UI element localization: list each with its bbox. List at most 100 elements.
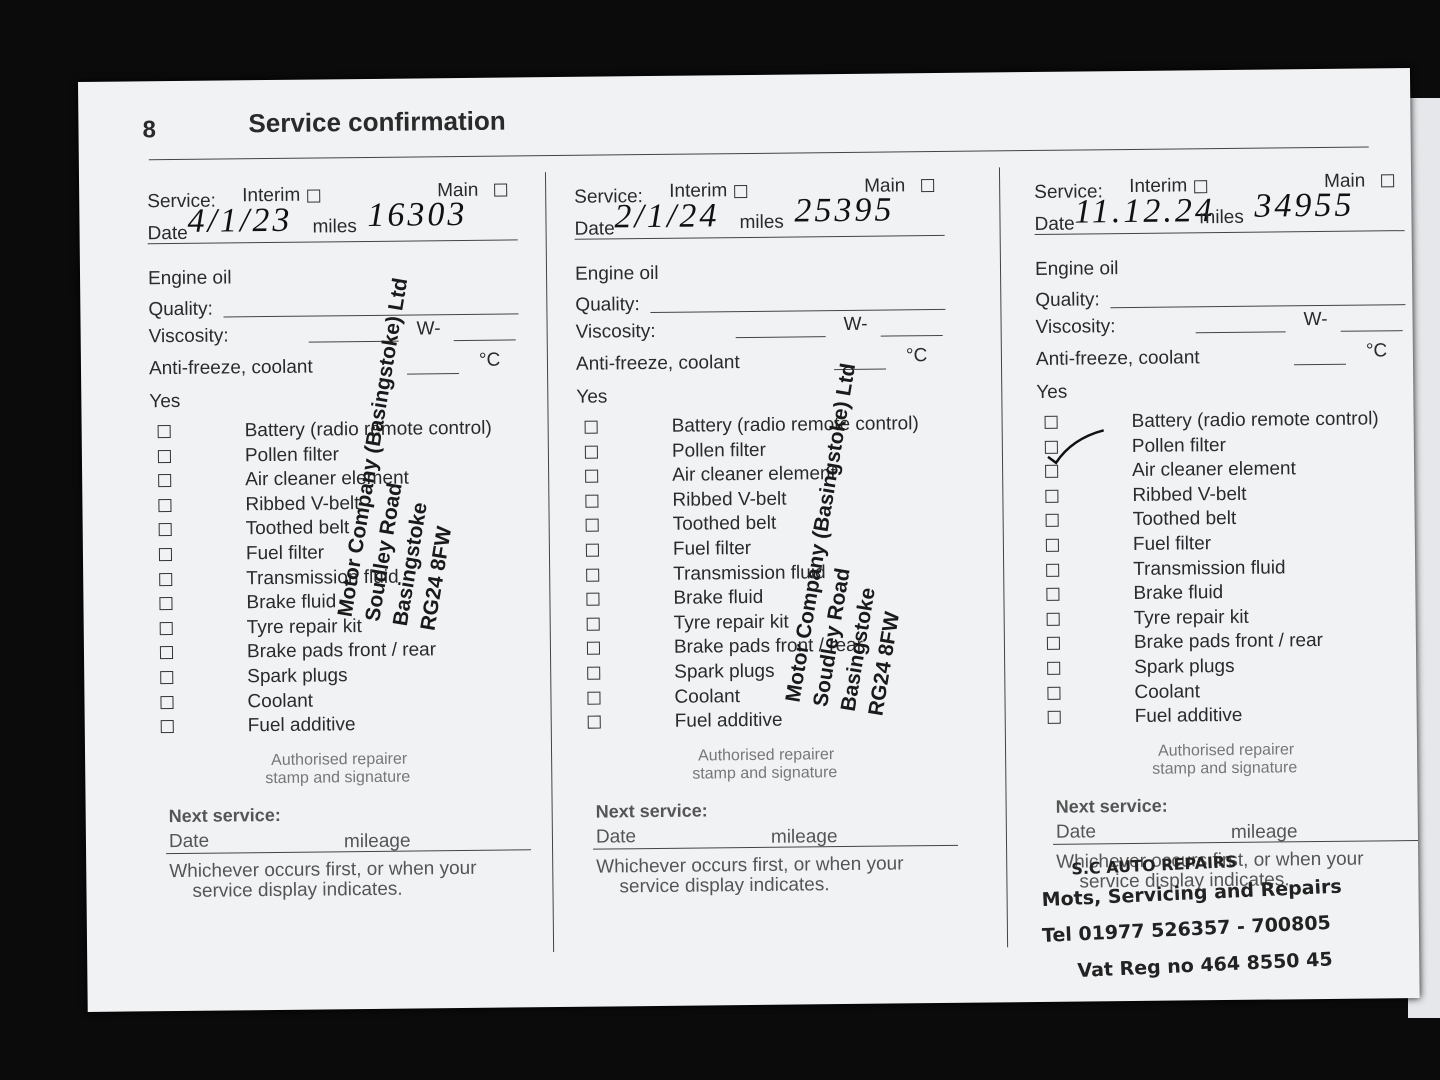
miles-value: 16303 bbox=[367, 195, 468, 234]
miles-value: 25395 bbox=[794, 191, 895, 230]
interim-box bbox=[734, 184, 748, 199]
date-value: 2/1/24 bbox=[614, 197, 720, 236]
main-box bbox=[1381, 174, 1395, 188]
check-box bbox=[585, 494, 599, 508]
checklist-item: Fuel additive bbox=[674, 709, 783, 732]
checklist-item: Tyre repair kit bbox=[1133, 606, 1249, 629]
celsius-label: °C bbox=[1365, 340, 1388, 362]
check-box bbox=[586, 641, 601, 656]
miles-value: 34955 bbox=[1254, 186, 1355, 225]
quality-rule bbox=[650, 308, 946, 314]
check-box bbox=[1046, 563, 1060, 577]
check-box bbox=[1045, 464, 1059, 479]
checklist-item: Battery (radio remote control) bbox=[1131, 408, 1379, 432]
w-label: W- bbox=[1303, 308, 1328, 331]
checklist-item: Coolant bbox=[674, 685, 741, 708]
checklist-item: Coolant bbox=[247, 690, 314, 712]
authorised-label: Authorised repairer bbox=[698, 746, 835, 765]
repairer-stamp: Motor Company (Basingstoke) Ltd Soudley R… bbox=[332, 276, 499, 633]
miles-label: miles bbox=[739, 211, 784, 234]
next-service-label: Next service: bbox=[1055, 795, 1168, 817]
check-box bbox=[1046, 587, 1060, 602]
check-box bbox=[585, 469, 599, 483]
date-label: Date bbox=[147, 222, 188, 245]
stamp-signature-label: stamp and signature bbox=[692, 764, 838, 783]
checklist-item: Pollen filter bbox=[244, 443, 340, 466]
antifreeze-label: Anti-freeze, coolant bbox=[148, 356, 313, 380]
checklist-item: Ribbed V-belt bbox=[1132, 483, 1247, 506]
checklist-item: Pollen filter bbox=[671, 439, 767, 462]
quality-label: Quality: bbox=[148, 298, 213, 321]
checklist-item: Tyre repair kit bbox=[673, 611, 789, 634]
checklist-item: Spark plugs bbox=[1134, 655, 1235, 678]
checklist-item: Tyre repair kit bbox=[246, 615, 362, 639]
stamp-signature-label: stamp and signature bbox=[1152, 759, 1298, 778]
booklet-page: 8 Service confirmation Service: Interim Ma… bbox=[78, 68, 1420, 1012]
checklist-item: Fuel additive bbox=[1134, 705, 1243, 728]
miles-label: miles bbox=[1199, 206, 1244, 229]
checklist-item: Fuel filter bbox=[245, 542, 325, 565]
column-divider bbox=[544, 172, 555, 953]
w-rule bbox=[1340, 330, 1403, 332]
stamp-signature-label: stamp and signature bbox=[265, 768, 411, 788]
check-box bbox=[585, 518, 599, 533]
yes-label: Yes bbox=[1036, 381, 1068, 403]
w-rule bbox=[880, 334, 943, 337]
checklist-item: Toothed belt bbox=[245, 517, 350, 540]
engine-oil-label: Engine oil bbox=[574, 262, 659, 285]
check-box bbox=[1047, 710, 1061, 725]
check-box bbox=[1046, 612, 1060, 626]
next-date-label: Date bbox=[168, 830, 210, 853]
note-line: service display indicates. bbox=[619, 874, 830, 898]
stamp-line: Vat Reg no 464 8550 45 bbox=[1076, 948, 1334, 983]
checklist-item: Transmission fluid bbox=[1133, 556, 1286, 580]
page-number: 8 bbox=[142, 116, 157, 144]
next-service-label: Next service: bbox=[168, 804, 281, 827]
check-box bbox=[584, 445, 598, 459]
check-box bbox=[157, 425, 171, 439]
checklist-item: Air cleaner element bbox=[672, 463, 836, 486]
check-box bbox=[1045, 514, 1059, 528]
check-box bbox=[1047, 661, 1061, 675]
page-title: Service confirmation bbox=[248, 105, 506, 139]
quality-label: Quality: bbox=[1035, 289, 1100, 311]
date-value: 11.12.24 bbox=[1074, 192, 1216, 231]
check-box bbox=[585, 543, 599, 557]
check-box bbox=[158, 548, 173, 562]
engine-oil-label: Engine oil bbox=[147, 267, 232, 290]
checklist-item: Brake fluid bbox=[246, 591, 337, 614]
checklist-item: Brake fluid bbox=[1133, 582, 1224, 605]
checklist-item: Spark plugs bbox=[247, 665, 348, 688]
checklist-item: Fuel filter bbox=[672, 537, 752, 560]
viscosity-label: Viscosity: bbox=[575, 320, 656, 343]
checklist-item: Brake pads front / rear bbox=[246, 639, 437, 663]
check-box bbox=[1047, 686, 1061, 700]
check-box bbox=[586, 568, 600, 582]
check-box bbox=[157, 449, 171, 463]
w-label: W- bbox=[843, 313, 868, 335]
quality-label: Quality: bbox=[575, 294, 640, 316]
check-box bbox=[160, 695, 174, 709]
check-box bbox=[159, 572, 173, 586]
viscosity-rule bbox=[1195, 331, 1286, 334]
date-label: Date bbox=[574, 218, 615, 240]
celsius-label: °C bbox=[905, 345, 928, 367]
checklist-item: Brake fluid bbox=[673, 587, 764, 609]
check-box bbox=[587, 691, 601, 705]
next-date-label: Date bbox=[595, 826, 637, 848]
viscosity-rule bbox=[735, 336, 826, 339]
checklist-item: Spark plugs bbox=[674, 660, 775, 683]
check-box bbox=[159, 621, 173, 635]
next-service-label: Next service: bbox=[595, 800, 708, 822]
check-box bbox=[586, 592, 600, 606]
checklist-item: Brake pads front / rear bbox=[1133, 630, 1324, 654]
engine-oil-label: Engine oil bbox=[1034, 258, 1119, 280]
column-divider bbox=[998, 167, 1009, 948]
interim-box bbox=[307, 189, 321, 203]
check-box bbox=[586, 617, 600, 631]
antifreeze-label: Anti-freeze, coolant bbox=[575, 352, 740, 375]
authorised-label: Authorised repairer bbox=[1157, 741, 1295, 760]
yes-label: Yes bbox=[576, 386, 608, 408]
handwritten-tick bbox=[1047, 429, 1105, 465]
